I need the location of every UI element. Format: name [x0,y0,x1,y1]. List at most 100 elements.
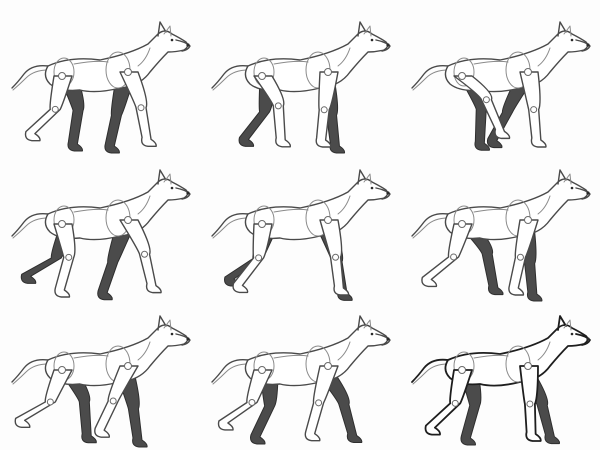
nose [186,191,190,195]
eye [370,332,374,336]
hind-knee-joint [451,399,459,407]
front-knee-joint [332,253,340,261]
neck-line [137,195,151,215]
hip-joint [258,72,266,80]
ear [157,21,167,37]
dog-drawing [211,169,391,301]
shoulder-joint [324,68,332,76]
muzzle [575,39,591,52]
nose [586,191,590,195]
walk-frame-4 [0,152,200,302]
nose [586,337,590,341]
far-hind-leg [459,371,482,446]
neck-line [537,47,551,67]
shoulder-joint [124,68,132,76]
nose [186,43,190,47]
ear [157,169,167,185]
neck-line [337,47,351,67]
hip-joint [258,220,266,228]
muzzle [375,333,391,346]
neck-line [337,341,351,361]
ear [557,315,567,331]
hip-joint [458,366,466,374]
shoulder-joint [524,216,532,224]
ear-far [163,173,172,185]
muzzle [175,333,191,346]
far-hind-leg [250,371,279,445]
tail-underline [12,363,49,385]
front-knee-joint [530,106,538,114]
walk-frame-9 [400,298,600,448]
hip-joint [58,366,66,374]
hip-joint [458,72,466,80]
dog-drawing [11,315,191,448]
near-hind-leg [253,75,292,148]
walk-frame-8 [200,298,400,448]
ear-far [163,25,172,37]
tail [11,64,49,89]
spine-construction [473,60,509,65]
tail [11,212,49,237]
spine-construction [273,354,309,359]
tail [411,358,449,383]
dog-body-outline [444,324,589,387]
hind-knee-joint [65,253,73,261]
neck-line [537,195,551,215]
spine-construction [473,208,509,213]
front-knee-joint [137,104,145,112]
ear [357,169,367,185]
shoulder-joint [324,362,332,370]
ear [157,315,167,331]
neck-line [537,341,551,361]
dog-figure [11,169,191,301]
dog-drawing [411,169,591,302]
tail [211,212,249,237]
ear-far [163,319,172,331]
eye [570,332,574,336]
neck-line [337,195,351,215]
front-knee-joint [109,397,117,405]
far-hind-leg [59,371,97,444]
nose [186,337,190,341]
dog-body-outline [44,30,189,93]
hind-knee-joint [46,398,54,406]
hind-knee-joint [450,253,458,261]
muzzle [375,39,391,52]
front-knee-joint [320,106,328,114]
hind-knee-joint [248,398,256,406]
ear [357,21,367,37]
far-front-leg [315,371,363,444]
dog-drawing [11,21,191,154]
dog-drawing [211,21,391,154]
walk-frame-2 [200,4,400,154]
ear-far [363,173,372,185]
muzzle [175,187,191,200]
nose [386,43,390,47]
dog-figure [411,169,591,302]
shoulder-joint [524,362,532,370]
ear-far [363,25,372,37]
tail-underline [412,363,449,385]
dog-drawing [11,169,191,301]
eye [170,332,174,336]
near-hind-leg [53,223,76,298]
nose [586,43,590,47]
walk-frame-1 [0,4,200,154]
eye [570,38,574,42]
near-hind-leg [424,369,473,436]
ear [357,315,367,331]
dog-figure [411,21,591,151]
near-hind-leg [232,223,273,294]
spine-construction [273,208,309,213]
near-hind-leg [217,369,273,431]
tail-underline [412,217,449,239]
near-hind-leg [453,75,511,140]
ear-far [563,173,572,185]
hip-joint [258,366,266,374]
tail [11,358,49,383]
tail-underline [12,217,49,239]
eye [370,186,374,190]
hip-joint [58,72,66,80]
dog-drawing [411,315,591,446]
spine-construction [473,354,509,359]
